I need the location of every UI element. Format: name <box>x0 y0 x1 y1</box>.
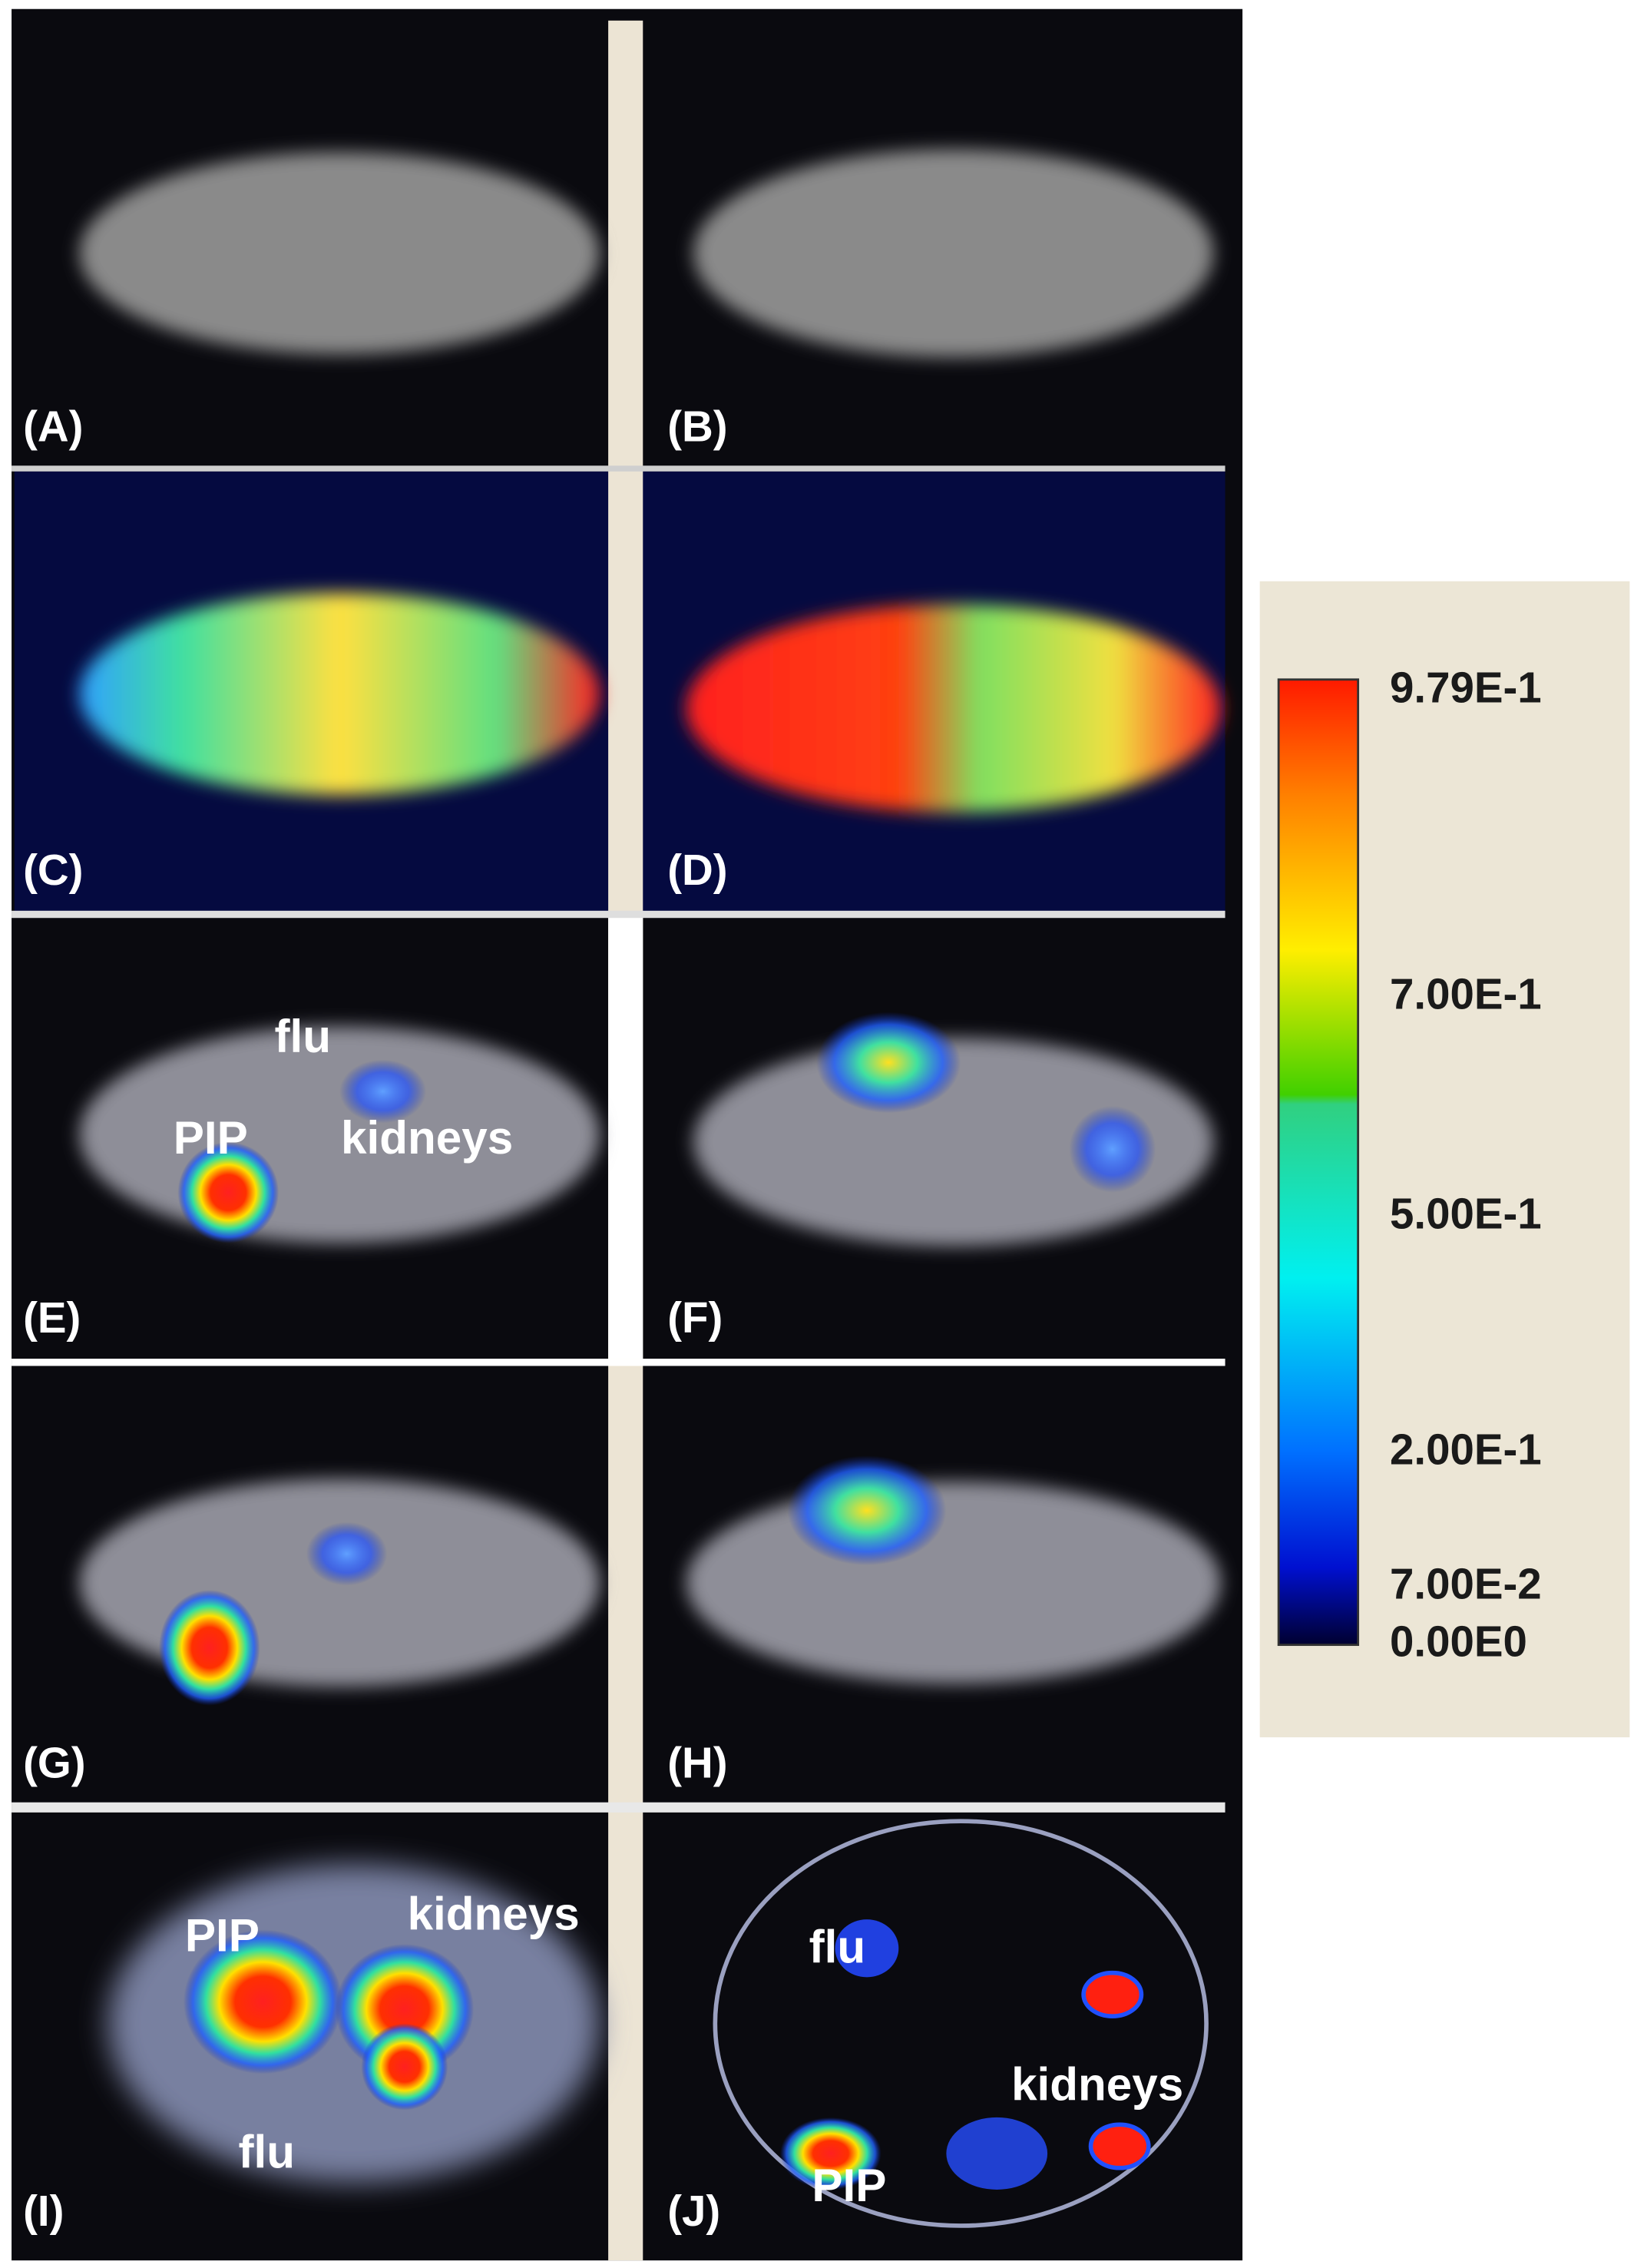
separator <box>12 910 1226 919</box>
annotations: flu PIP kidneys PIP kidneys flu flu kidn… <box>174 1011 1183 2211</box>
separator <box>12 1802 1226 1813</box>
signal <box>306 1521 388 1586</box>
mouse <box>693 1038 1214 1247</box>
annotation: kidneys <box>408 1888 580 1939</box>
signal <box>1069 1105 1156 1193</box>
mouse <box>79 592 600 796</box>
annotation: kidneys <box>341 1112 513 1164</box>
colorbar-label: 2.00E-1 <box>1390 1425 1542 1473</box>
annotation: kidneys <box>1011 2058 1183 2110</box>
dish <box>713 1819 1209 2228</box>
panel-label: (J) <box>667 2187 720 2235</box>
annotation: flu <box>238 2127 295 2178</box>
panel-label: (D) <box>667 846 727 894</box>
annotation: flu <box>274 1011 331 1062</box>
colorbar-label: 7.00E-1 <box>1390 970 1542 1018</box>
panel-label: (E) <box>23 1293 81 1342</box>
annotation: PIP <box>812 2160 886 2211</box>
signal <box>339 1059 427 1124</box>
colorbar-label: 9.79E-1 <box>1390 664 1542 712</box>
annotation: PIP <box>174 1112 248 1164</box>
annotation: flu <box>809 1922 866 1973</box>
mouse <box>686 604 1221 813</box>
signal <box>177 1141 280 1243</box>
signal <box>1088 2122 1151 2170</box>
panel-label: (G) <box>23 1739 86 1787</box>
separator <box>12 1359 1226 1366</box>
panel-label: (I) <box>23 2187 64 2235</box>
colorbar: 9.79E-1 7.00E-1 5.00E-1 2.00E-1 7.00E-2 … <box>1259 581 1630 1738</box>
mouse <box>79 152 600 355</box>
annotation: PIP <box>185 1910 260 1962</box>
panel-label: (H) <box>667 1739 727 1787</box>
colorbar-label: 0.00E0 <box>1390 1617 1527 1666</box>
signals <box>158 1011 1156 2190</box>
colorbar-scale <box>1277 678 1360 1647</box>
panel-labels: (A) (B) (C) (D) (E) (F) (G) (H) (I) (J) <box>23 402 728 2235</box>
signal <box>816 1011 961 1114</box>
signal <box>787 1455 947 1566</box>
signal <box>835 1919 899 1978</box>
colorbar-label: 7.00E-2 <box>1390 1559 1542 1607</box>
separator <box>608 916 643 1359</box>
signal <box>158 1590 260 1706</box>
signal <box>1081 1970 1144 2018</box>
panel-label: (C) <box>23 846 83 894</box>
signal <box>780 2117 882 2190</box>
mouse <box>686 1482 1221 1684</box>
signal <box>361 2023 448 2111</box>
signal <box>946 2117 1048 2190</box>
panel-label: (A) <box>23 402 83 450</box>
mouse <box>693 149 1214 358</box>
mouse <box>79 1026 600 1243</box>
panel-label: (B) <box>667 402 727 450</box>
separator <box>12 465 1226 472</box>
colorbar-label: 5.00E-1 <box>1390 1190 1542 1238</box>
signal <box>183 1929 342 2074</box>
panel-label: (F) <box>667 1293 723 1342</box>
